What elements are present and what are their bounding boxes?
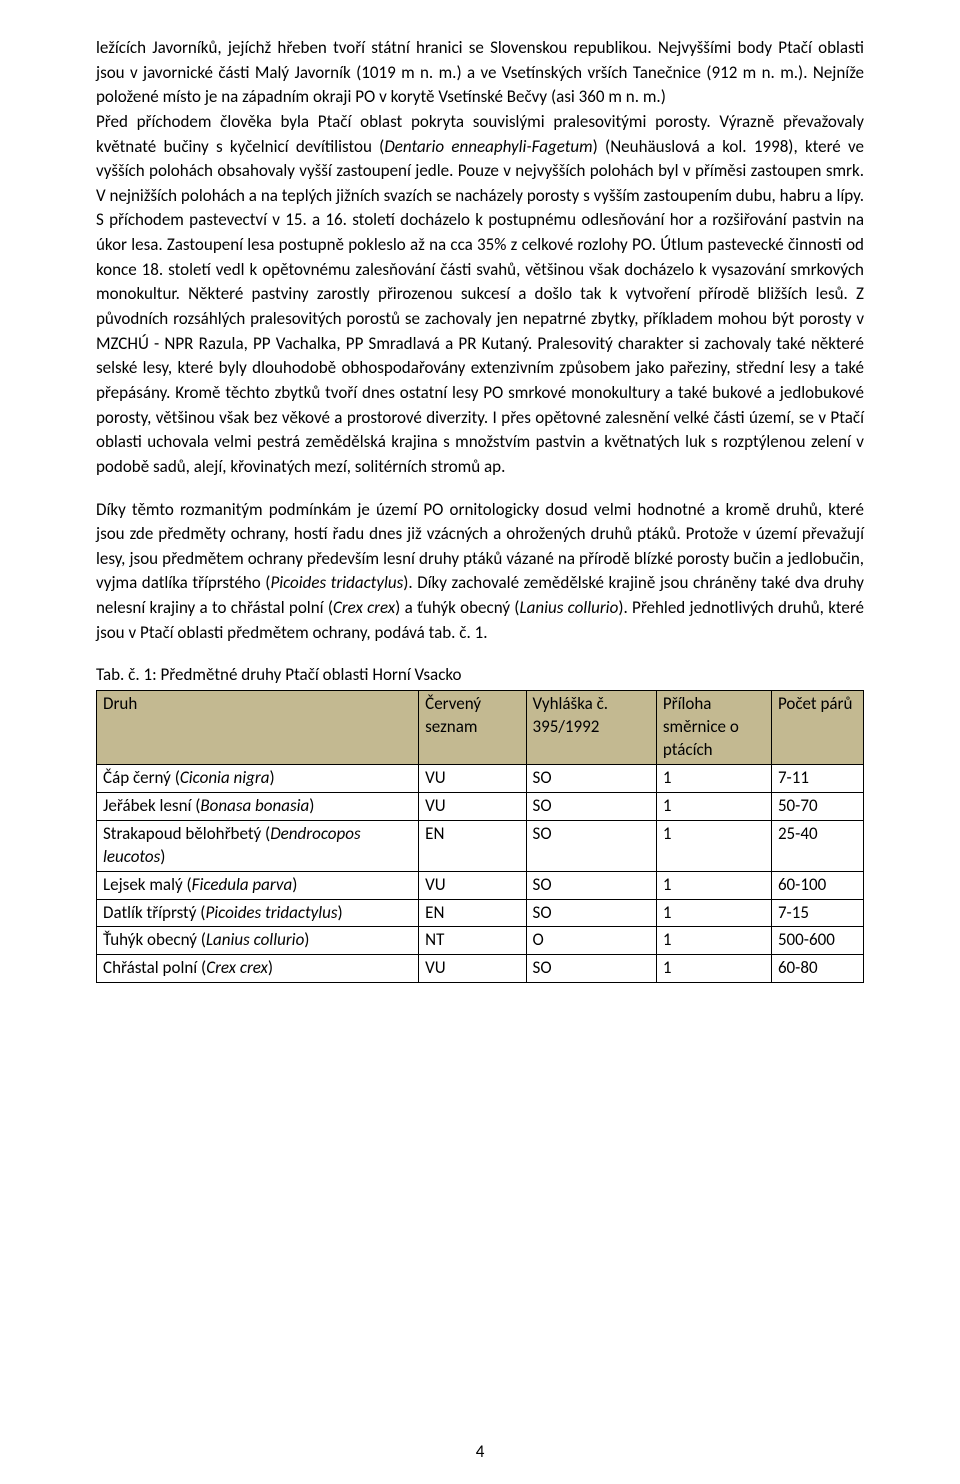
table-cell: 25-40 bbox=[771, 820, 863, 871]
table-cell: 50-70 bbox=[771, 792, 863, 820]
table-row: Ťuhýk obecný (Lanius collurio)NTO1500-60… bbox=[97, 927, 864, 955]
table-header-cell: Příloha směrnice o ptácích bbox=[656, 691, 771, 765]
table-row: Strakapoud bělohřbetý (Dendrocopos leuco… bbox=[97, 820, 864, 871]
table-caption: Tab. č. 1: Předmětné druhy Ptačí oblasti… bbox=[96, 663, 864, 688]
table-cell: Čáp černý (Ciconia nigra) bbox=[97, 764, 419, 792]
table-cell: 60-100 bbox=[771, 871, 863, 899]
table-row: Lejsek malý (Ficedula parva)VUSO160-100 bbox=[97, 871, 864, 899]
table-cell: 500-600 bbox=[771, 927, 863, 955]
table-cell: 1 bbox=[656, 927, 771, 955]
table-cell: VU bbox=[419, 871, 526, 899]
paragraph-2: Před příchodem člověka byla Ptačí oblast… bbox=[96, 110, 864, 480]
table-cell: SO bbox=[526, 820, 656, 871]
page-number: 4 bbox=[0, 1441, 960, 1462]
table-header-cell: Červený seznam bbox=[419, 691, 526, 765]
document-page: ležících Javorníků, jejíchž hřeben tvoří… bbox=[0, 0, 960, 1484]
table-cell: 7-11 bbox=[771, 764, 863, 792]
table-row: Jeřábek lesní (Bonasa bonasia)VUSO150-70 bbox=[97, 792, 864, 820]
table-cell: 1 bbox=[656, 764, 771, 792]
table-cell: Ťuhýk obecný (Lanius collurio) bbox=[97, 927, 419, 955]
table-cell: Strakapoud bělohřbetý (Dendrocopos leuco… bbox=[97, 820, 419, 871]
table-cell: 1 bbox=[656, 792, 771, 820]
table-cell: Lejsek malý (Ficedula parva) bbox=[97, 871, 419, 899]
table-cell: Jeřábek lesní (Bonasa bonasia) bbox=[97, 792, 419, 820]
table-cell: VU bbox=[419, 792, 526, 820]
table-cell: SO bbox=[526, 792, 656, 820]
paragraph-3: Díky těmto rozmanitým podmínkám je území… bbox=[96, 498, 864, 646]
table-cell: SO bbox=[526, 764, 656, 792]
table-head: DruhČervený seznamVyhláška č. 395/1992Př… bbox=[97, 691, 864, 765]
table-cell: EN bbox=[419, 820, 526, 871]
table-row: Chřástal polní (Crex crex)VUSO160-80 bbox=[97, 955, 864, 983]
table-cell: SO bbox=[526, 955, 656, 983]
table-cell: SO bbox=[526, 871, 656, 899]
table-cell: Datlík tříprstý (Picoides tridactylus) bbox=[97, 899, 419, 927]
paragraph-1: ležících Javorníků, jejíchž hřeben tvoří… bbox=[96, 36, 864, 110]
species-table: DruhČervený seznamVyhláška č. 395/1992Př… bbox=[96, 690, 864, 983]
table-row: Čáp černý (Ciconia nigra)VUSO17-11 bbox=[97, 764, 864, 792]
table-cell: 1 bbox=[656, 820, 771, 871]
table-cell: 1 bbox=[656, 955, 771, 983]
table-header-cell: Vyhláška č. 395/1992 bbox=[526, 691, 656, 765]
table-cell: 60-80 bbox=[771, 955, 863, 983]
table-cell: VU bbox=[419, 764, 526, 792]
table-cell: 1 bbox=[656, 899, 771, 927]
table-cell: Chřástal polní (Crex crex) bbox=[97, 955, 419, 983]
table-cell: 7-15 bbox=[771, 899, 863, 927]
table-cell: SO bbox=[526, 899, 656, 927]
table-cell: 1 bbox=[656, 871, 771, 899]
table-cell: O bbox=[526, 927, 656, 955]
table-cell: EN bbox=[419, 899, 526, 927]
table-body: Čáp černý (Ciconia nigra)VUSO17-11Jeřábe… bbox=[97, 764, 864, 983]
table-header-row: DruhČervený seznamVyhláška č. 395/1992Př… bbox=[97, 691, 864, 765]
table-header-cell: Počet párů bbox=[771, 691, 863, 765]
table-row: Datlík tříprstý (Picoides tridactylus)EN… bbox=[97, 899, 864, 927]
table-header-cell: Druh bbox=[97, 691, 419, 765]
table-cell: NT bbox=[419, 927, 526, 955]
table-cell: VU bbox=[419, 955, 526, 983]
